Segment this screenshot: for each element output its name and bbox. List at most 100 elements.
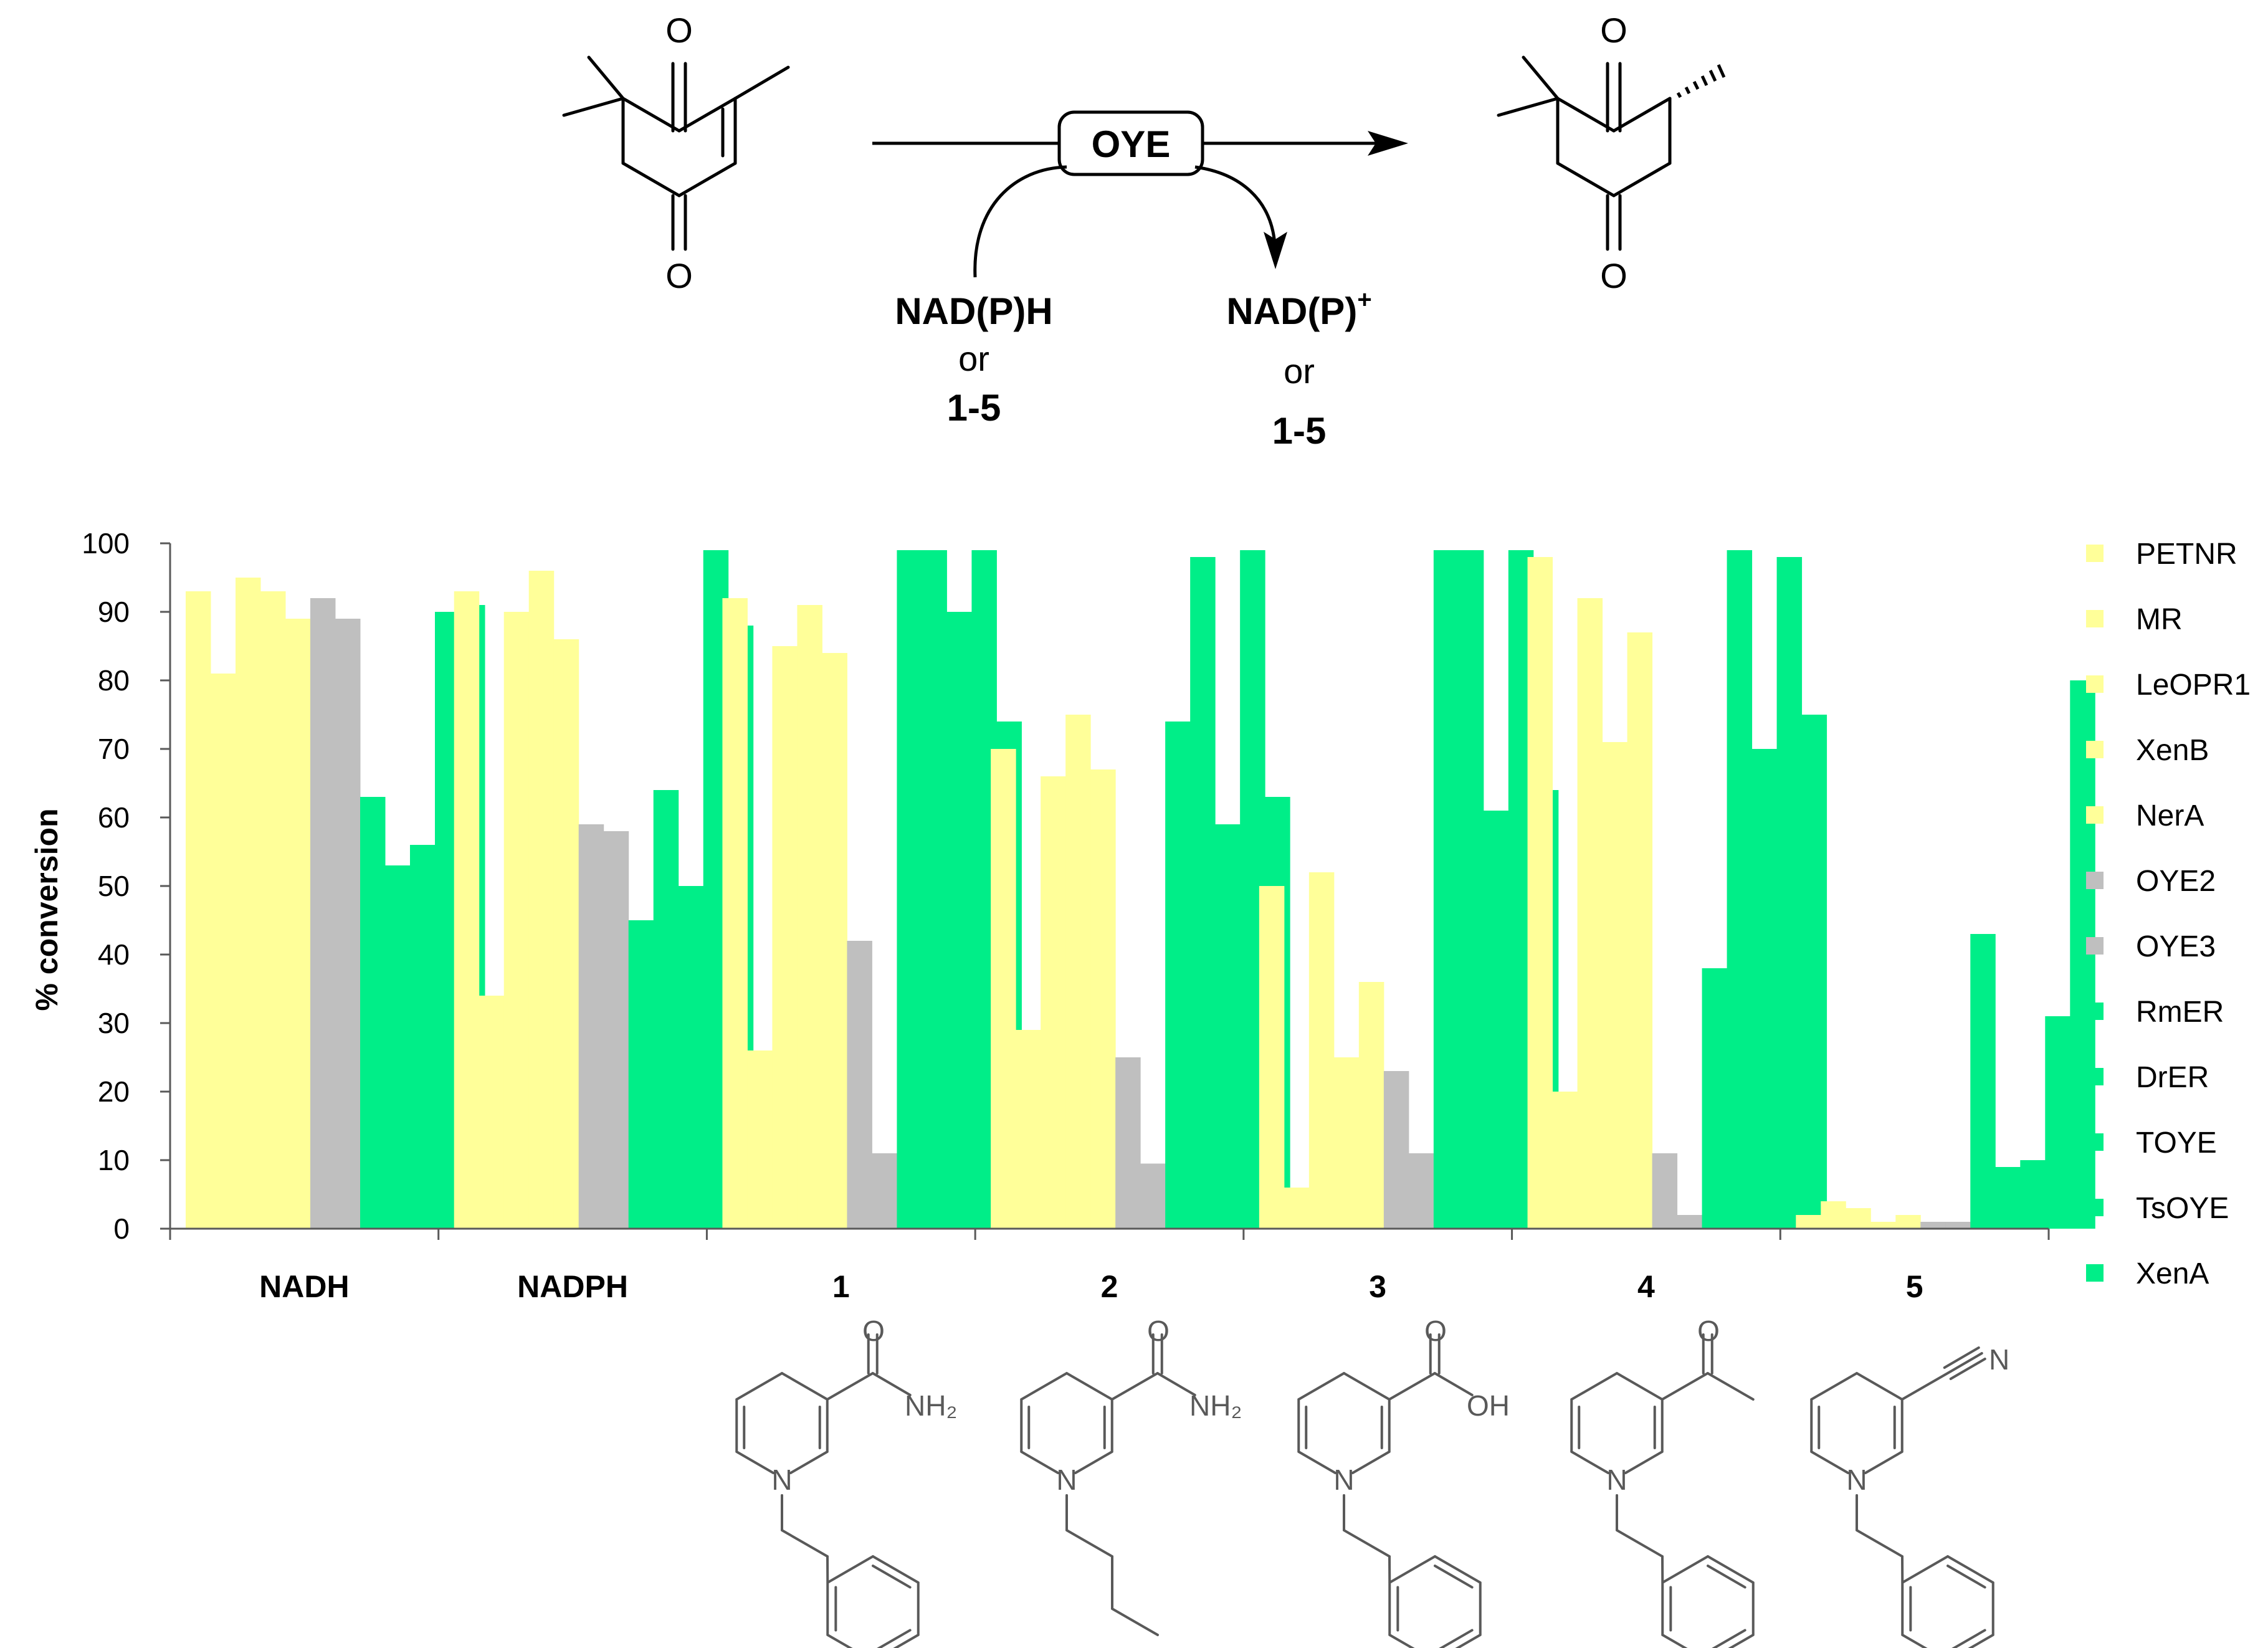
- reaction-scheme: O O OYE NAD(P)H or 1-5 NAD(P)+ or 1-5: [562, 11, 1726, 452]
- cofactor-out-arrowhead: [1264, 232, 1287, 269]
- y-tick-labels: 0 10 20 30 40 50 60 70 80 90 100: [82, 527, 130, 1245]
- bar-nadph-xenb: [528, 571, 555, 1229]
- cofactor-out-line3: 1-5: [1272, 410, 1327, 452]
- bar-3-oye2: [1383, 1071, 1409, 1229]
- bar-5-tsoye: [2045, 1016, 2070, 1229]
- x-tick-label-nadh: NADH: [259, 1269, 349, 1304]
- bar-4-leopr1: [1577, 598, 1603, 1229]
- bar-nadh-toye: [410, 845, 436, 1229]
- bar-nadh-leopr1: [236, 578, 261, 1229]
- s2-nh2-label: NH₂: [1189, 1389, 1242, 1422]
- bar-4-oye2: [1652, 1153, 1678, 1229]
- structure-1-bonds: [735, 1333, 920, 1648]
- x-tick-labels: NADH NADPH 1 2 3 4 5: [259, 1269, 1923, 1304]
- cofactor-out-line1: NAD(P)+: [1226, 286, 1371, 332]
- structure-3-bonds: [1297, 1333, 1482, 1648]
- bar-nadph-oye2: [578, 824, 604, 1229]
- y-tick-label-70: 70: [98, 733, 130, 765]
- bar-nadph-petnr: [454, 591, 480, 1229]
- substrate-structure: [562, 55, 790, 251]
- bar-3-oye3: [1408, 1153, 1434, 1229]
- s5-n-label: N: [1846, 1464, 1867, 1496]
- bar-1-rmer: [897, 550, 922, 1229]
- x-tick-label-2: 2: [1101, 1269, 1118, 1304]
- bar-2-rmer: [1165, 722, 1191, 1229]
- s3-n-label: N: [1333, 1464, 1354, 1496]
- bar-nadph-nera: [553, 639, 579, 1229]
- oye-box: [1057, 110, 1204, 176]
- product-structure: [1497, 55, 1672, 251]
- legend: PETNR MR LeOPR1 XenB NerA OYE2 OYE3 RmER DrER TOY…: [2086, 538, 2251, 1290]
- bar-4-xena: [1801, 715, 1827, 1229]
- legend-swatch-xena: [2086, 1264, 2104, 1282]
- s1-n-label: N: [771, 1464, 792, 1496]
- reaction-arrowhead: [1368, 131, 1408, 156]
- bar-3-petnr: [1259, 886, 1285, 1229]
- bar-4-drer: [1727, 550, 1753, 1229]
- y-tick-label-50: 50: [98, 870, 130, 902]
- s1-nh2-label: NH₂: [905, 1389, 957, 1422]
- legend-label-xena: XenA: [2136, 1257, 2209, 1290]
- y-tick-label-90: 90: [98, 596, 130, 628]
- bar-2-xenb: [1065, 715, 1091, 1229]
- enzyme-label: OYE: [1092, 123, 1171, 165]
- bar-5-toye: [2020, 1160, 2046, 1229]
- bar-nadph-oye3: [603, 831, 629, 1229]
- bar-5-leopr1: [1846, 1208, 1871, 1229]
- structure-4: O N: [1570, 1315, 1755, 1648]
- legend-swatch-petnr: [2086, 545, 2104, 562]
- bar-1-toye: [946, 612, 972, 1229]
- s2-o-label: O: [1147, 1315, 1170, 1347]
- legend-swatch-nera: [2086, 806, 2104, 824]
- bar-2-drer: [1190, 557, 1216, 1229]
- y-tick-label-60: 60: [98, 801, 130, 834]
- bar-nadh-mr: [211, 674, 236, 1229]
- bar-2-oye2: [1115, 1057, 1141, 1229]
- bar-nadph-leopr1: [503, 612, 530, 1229]
- legend-swatch-toye: [2086, 1133, 2104, 1151]
- bar-nadh-drer: [385, 865, 411, 1229]
- bar-4-oye3: [1677, 1215, 1703, 1229]
- legend-swatch-oye3: [2086, 937, 2104, 955]
- bar-5-mr: [1821, 1201, 1846, 1229]
- structure-2-bonds: [1020, 1333, 1196, 1636]
- bars-layer: [186, 550, 2095, 1229]
- bar-4-petnr: [1527, 557, 1553, 1229]
- x-tick-label-1: 1: [832, 1269, 850, 1304]
- structure-5: N N: [1810, 1343, 2009, 1648]
- product-o-bottom: O: [1600, 256, 1627, 295]
- bar-2-mr: [1016, 1030, 1041, 1229]
- cofactor-in-line1: NAD(P)H: [895, 290, 1052, 332]
- y-tick-label-20: 20: [98, 1075, 130, 1108]
- legend-swatch-rmer: [2086, 1003, 2104, 1020]
- legend-label-oye2: OYE2: [2136, 865, 2216, 898]
- bar-nadh-petnr: [186, 591, 211, 1229]
- y-tick-label-80: 80: [98, 664, 130, 697]
- x-tick-label-4: 4: [1637, 1269, 1655, 1304]
- cofactor-in-line2: or: [958, 339, 989, 378]
- legend-swatch-mr: [2086, 610, 2104, 627]
- bar-1-drer: [922, 550, 947, 1229]
- y-tick-label-40: 40: [98, 938, 130, 971]
- bar-5-oye2: [1920, 1222, 1946, 1229]
- product-hashed-wedge: [1676, 64, 1726, 98]
- s4-o-label: O: [1697, 1315, 1720, 1347]
- bar-4-nera: [1627, 632, 1653, 1229]
- x-tick-label-nadph: NADPH: [517, 1269, 628, 1304]
- bar-4-tsoye: [1776, 557, 1803, 1229]
- bar-2-toye: [1215, 824, 1241, 1229]
- bar-nadh-oye2: [310, 598, 336, 1229]
- bar-4-toye: [1751, 749, 1778, 1229]
- bar-2-nera: [1090, 769, 1116, 1229]
- bar-1-leopr1: [772, 646, 798, 1229]
- s1-o-label: O: [862, 1315, 885, 1347]
- bar-2-oye3: [1140, 1163, 1166, 1229]
- legend-label-rmer: RmER: [2136, 996, 2224, 1029]
- substrate-o-bottom: O: [665, 256, 693, 295]
- bar-5-drer: [1995, 1167, 2021, 1229]
- bar-5-xenb: [1870, 1222, 1896, 1229]
- structure-4-bonds: [1570, 1333, 1755, 1648]
- bar-5-petnr: [1796, 1215, 1821, 1229]
- bar-1-xenb: [797, 605, 822, 1229]
